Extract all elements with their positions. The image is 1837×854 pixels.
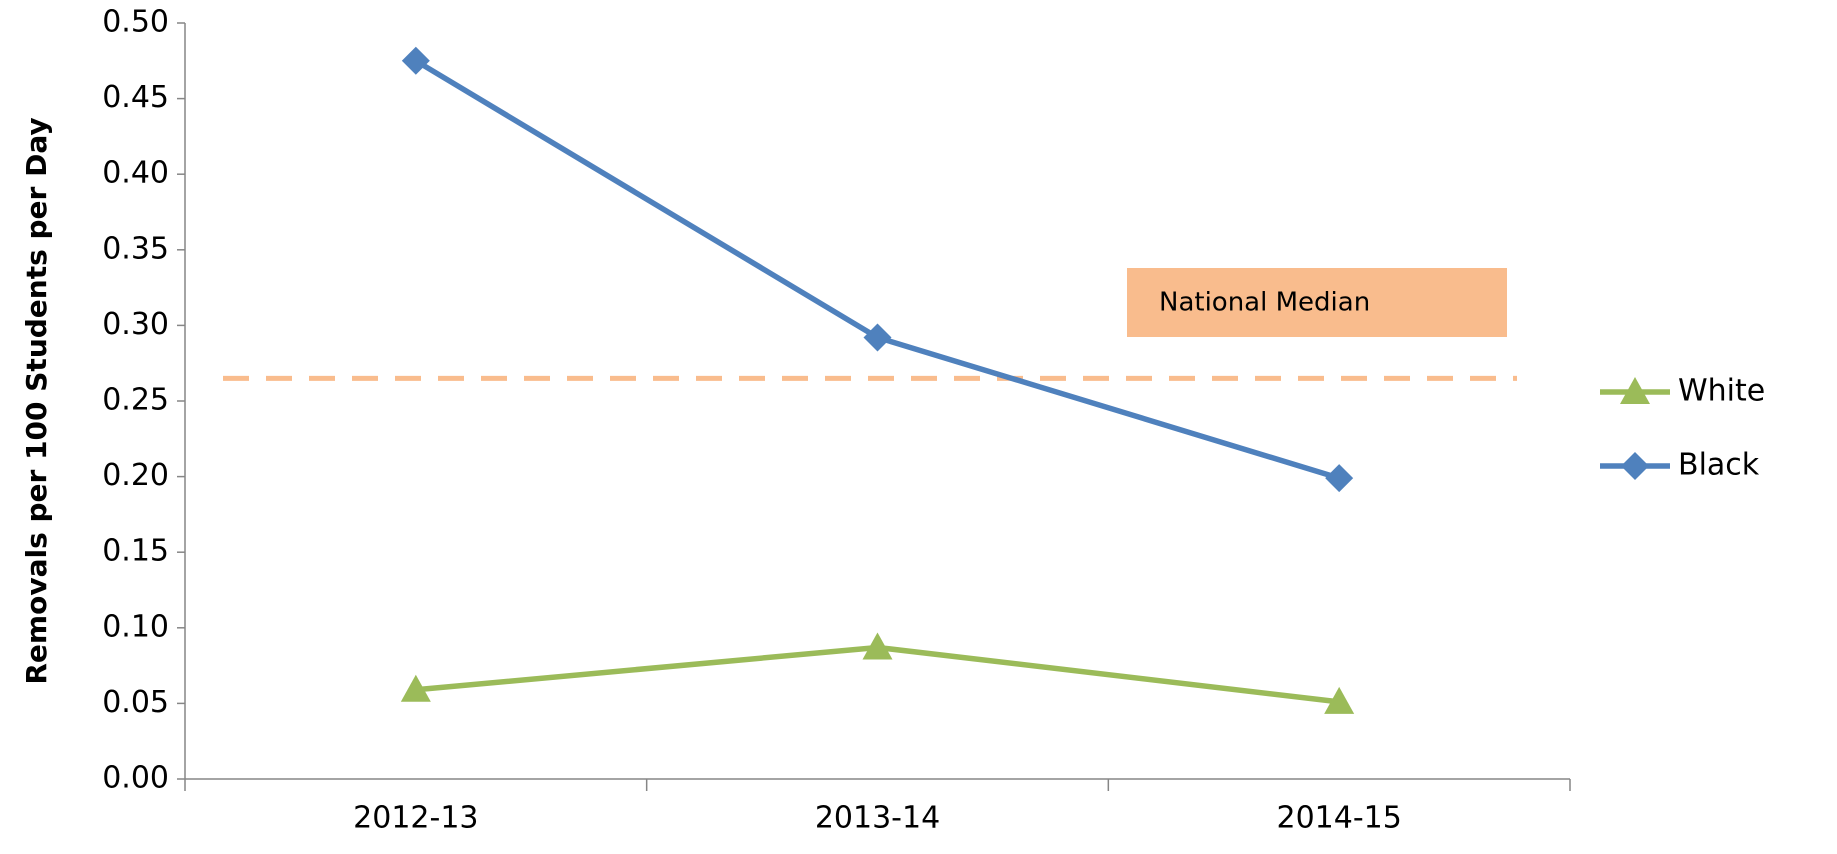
y-tick-label: 0.35 [102, 231, 169, 266]
legend-label: Black [1678, 448, 1760, 483]
data-point [863, 323, 892, 352]
reference-label-box [1127, 268, 1507, 337]
data-point [1324, 686, 1355, 714]
x-tick-label: 2014-15 [1276, 801, 1401, 836]
x-tick-label: 2012-13 [353, 801, 478, 836]
y-tick-label: 0.40 [102, 156, 169, 191]
legend-marker [1620, 377, 1650, 404]
data-point [400, 674, 431, 702]
y-tick-label: 0.05 [102, 685, 169, 720]
y-axis-label: Removals per 100 Students per Day [20, 117, 53, 684]
y-tick-label: 0.50 [102, 5, 169, 40]
reference-label: National Median [1159, 288, 1370, 318]
legend-marker [1621, 452, 1649, 480]
x-tick-label: 2013-14 [815, 801, 940, 836]
y-tick-label: 0.10 [102, 609, 169, 644]
data-point [401, 46, 430, 75]
data-point [1325, 464, 1354, 493]
y-tick-label: 0.15 [102, 534, 169, 569]
y-tick-label: 0.25 [102, 383, 169, 418]
y-tick-label: 0.00 [102, 761, 169, 796]
y-tick-label: 0.45 [102, 80, 169, 115]
data-point [862, 632, 893, 660]
legend-label: White [1678, 374, 1765, 409]
y-tick-label: 0.20 [102, 458, 169, 493]
y-tick-label: 0.30 [102, 307, 169, 342]
